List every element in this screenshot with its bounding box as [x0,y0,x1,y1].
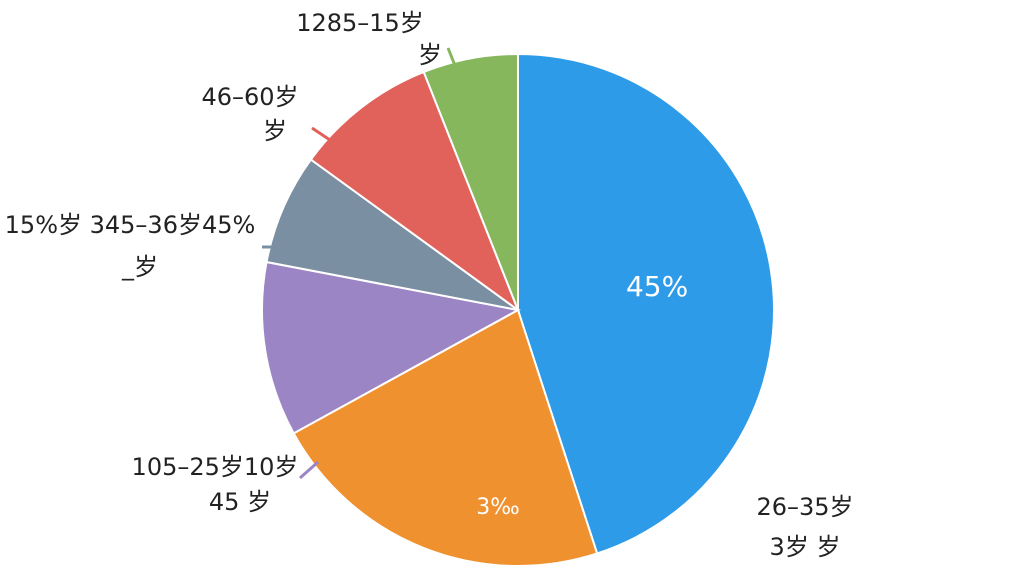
pie-slice [309,70,521,313]
category-label: 15%岁 345–36岁45% [5,211,256,239]
category-label: 1285–15岁 [296,9,424,37]
pie-slice [422,52,519,311]
category-sublabel: 岁 [263,117,287,145]
value-label: 45% [626,270,688,303]
category-sublabel: 45 岁 [209,488,271,516]
leader-line [299,460,319,480]
category-sublabel: _岁 [121,253,158,281]
category-label: 26–35岁 [756,493,853,521]
leader-line [311,126,331,142]
leader-line [446,47,458,69]
pie-slice [265,158,519,311]
pie-slice [517,52,775,555]
category-label: 105–25岁10岁 [132,453,299,481]
category-sublabel: 岁 [418,41,442,69]
category-sublabel: 3岁 岁 [770,533,841,561]
pie-slice [261,260,521,435]
category-label: 46–60岁 [201,83,298,111]
pie-slice [292,308,599,567]
annotation: 3‰ [476,495,520,520]
